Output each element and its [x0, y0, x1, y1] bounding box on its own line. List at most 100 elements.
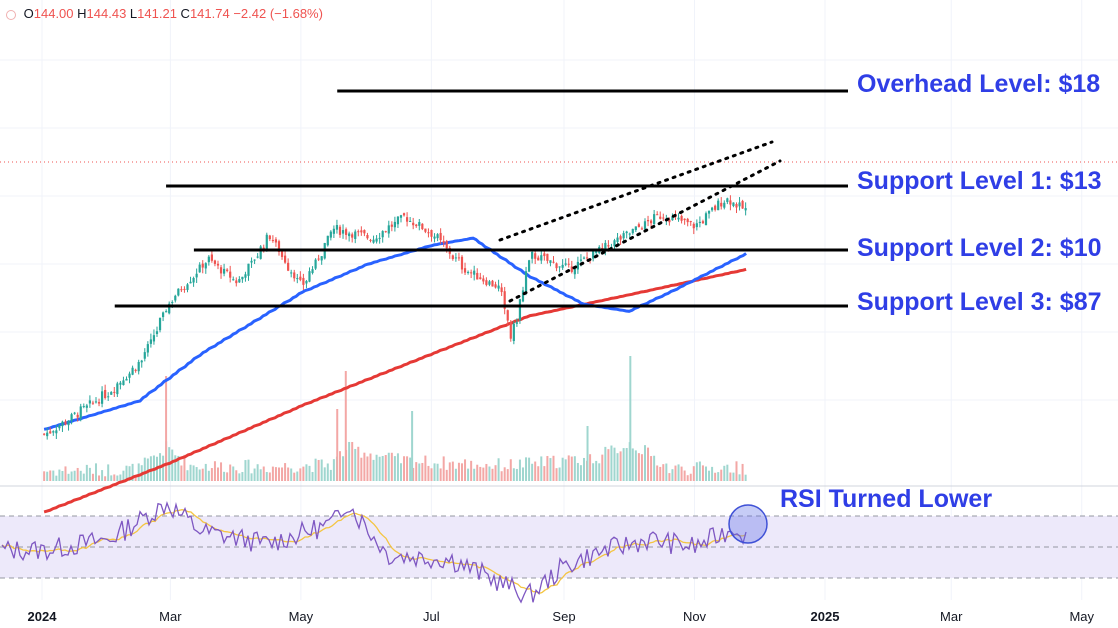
volume-bar [723, 465, 726, 481]
candle-body [326, 235, 329, 246]
volume-bar [701, 465, 704, 481]
candle-body [653, 214, 656, 225]
candle-body [174, 295, 177, 301]
candle-body [433, 236, 436, 239]
volume-bar [180, 465, 183, 481]
volume-bar [491, 468, 494, 481]
volume-bar [695, 462, 698, 481]
volume-bar [570, 456, 573, 481]
volume-bar [174, 455, 177, 481]
volume-bar [290, 468, 293, 481]
candle-body [113, 391, 116, 393]
candle-body [518, 299, 522, 321]
candle-body [253, 259, 256, 261]
support-level-1-label: Support Level 1: $13 [857, 167, 1102, 195]
candle-body [616, 237, 619, 243]
volume-bar [686, 475, 689, 481]
volume-bar [363, 452, 366, 481]
volume-bar [262, 466, 265, 481]
volume-bar [653, 455, 656, 481]
candle-body [372, 239, 375, 243]
volume-bar [366, 456, 369, 481]
candle-body [143, 352, 146, 359]
candle-body [94, 401, 98, 403]
support-3-wrap: Support Level 3: $87 [857, 288, 1118, 322]
volume-bar [308, 465, 311, 481]
volume-bar [342, 456, 345, 481]
candle-body [259, 246, 262, 259]
volume-bar [399, 463, 402, 481]
volume-bar [98, 475, 101, 481]
volume-bar [582, 457, 585, 481]
volume-bar [104, 476, 107, 481]
candle-body [232, 279, 235, 281]
volume-bar [616, 453, 619, 481]
candle-body [692, 223, 695, 229]
volume-bar [451, 461, 454, 481]
candle-body [149, 339, 152, 344]
volume-bar [329, 469, 332, 481]
volume-bar [372, 459, 375, 481]
candle-body [415, 224, 418, 227]
candle-body [274, 239, 278, 243]
volume-bar [647, 447, 650, 481]
candle-body [332, 228, 335, 234]
volume-bar [534, 461, 537, 481]
volume-bar [393, 456, 396, 481]
volume-spike [165, 376, 168, 481]
candle-body [515, 322, 518, 324]
candle-body [186, 284, 189, 290]
volume-bar [622, 448, 625, 481]
candle-body [543, 253, 546, 257]
volume-bar [378, 456, 381, 481]
candle-body [555, 263, 558, 269]
candle-body [625, 231, 628, 234]
channel-lines [498, 140, 782, 303]
candle-body [198, 264, 201, 273]
volume-bar [277, 467, 280, 481]
volume-bar [473, 468, 476, 481]
candle-body [537, 257, 540, 261]
candle-body [226, 269, 229, 271]
volume-spike [586, 426, 589, 481]
volume-bar [46, 471, 49, 481]
volume-bar [357, 446, 360, 481]
candle-body [567, 263, 570, 265]
volume-bar [546, 456, 549, 481]
volume-bar [604, 446, 607, 481]
volume-bar [421, 462, 424, 481]
volume-bar [619, 451, 622, 481]
volume-bar [555, 468, 558, 481]
volume-bar [643, 445, 646, 481]
low-value: 141.21 [137, 6, 177, 21]
volume-bar [235, 470, 238, 481]
volume-bar [198, 469, 201, 481]
volume-bar [744, 474, 747, 481]
candle-body [247, 263, 250, 276]
volume-bar [213, 461, 216, 481]
candle-body [503, 291, 506, 309]
candle-body [476, 272, 479, 280]
candle-body [738, 202, 741, 207]
candle-body [299, 276, 302, 280]
volume-bar [360, 457, 363, 481]
x-tick-label: 2025 [810, 609, 840, 624]
channel-upper-line [498, 140, 774, 242]
volume-bar [406, 456, 409, 481]
volume-bar [52, 470, 55, 481]
candle-body [409, 221, 412, 223]
candle-body [168, 303, 171, 314]
open-label: O [23, 6, 34, 21]
candle-body [82, 406, 85, 408]
volume-bar [665, 463, 668, 481]
candle-body [204, 263, 207, 269]
volume-bar [73, 470, 76, 481]
volume-bar [549, 458, 552, 481]
volume-bar [137, 463, 140, 481]
volume-bar [460, 463, 463, 481]
volume-bar [338, 451, 341, 481]
candle-body [451, 255, 454, 260]
overhead-level-wrap: Overhead Level: $18 [857, 70, 1118, 104]
close-value: 141.74 [189, 6, 230, 21]
